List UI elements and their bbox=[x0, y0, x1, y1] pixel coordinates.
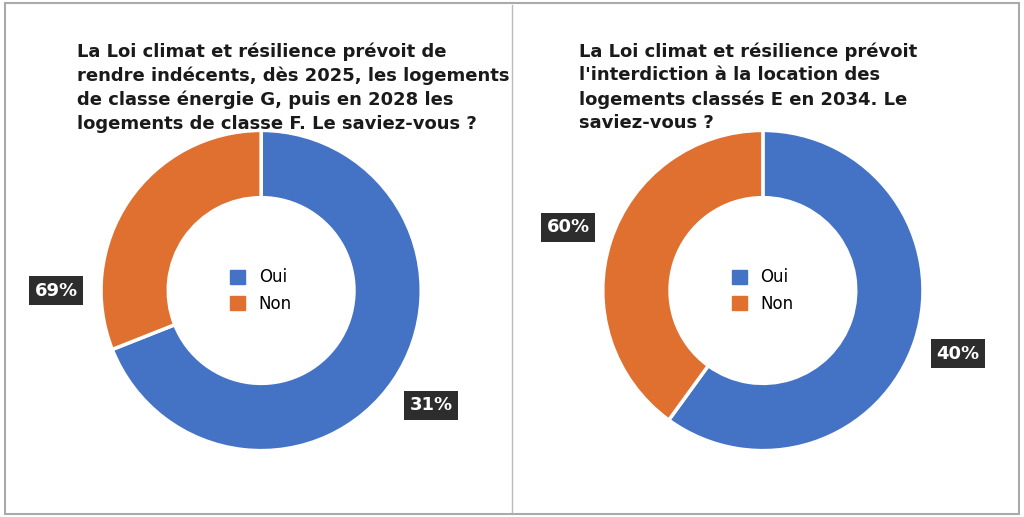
Text: La Loi climat et résilience prévoit de
rendre indécents, dès 2025, les logements: La Loi climat et résilience prévoit de r… bbox=[77, 42, 510, 133]
Text: 31%: 31% bbox=[410, 396, 453, 414]
Text: La Loi climat et résilience prévoit
l'interdiction à la location des
logements c: La Loi climat et résilience prévoit l'in… bbox=[579, 42, 918, 132]
Wedge shape bbox=[101, 130, 261, 349]
Legend: Oui, Non: Oui, Non bbox=[725, 262, 801, 320]
Text: 60%: 60% bbox=[547, 218, 590, 236]
Wedge shape bbox=[113, 130, 421, 451]
Wedge shape bbox=[669, 130, 923, 451]
Text: 69%: 69% bbox=[35, 282, 78, 299]
Text: 40%: 40% bbox=[936, 345, 979, 363]
Wedge shape bbox=[603, 130, 763, 420]
Legend: Oui, Non: Oui, Non bbox=[223, 262, 299, 320]
